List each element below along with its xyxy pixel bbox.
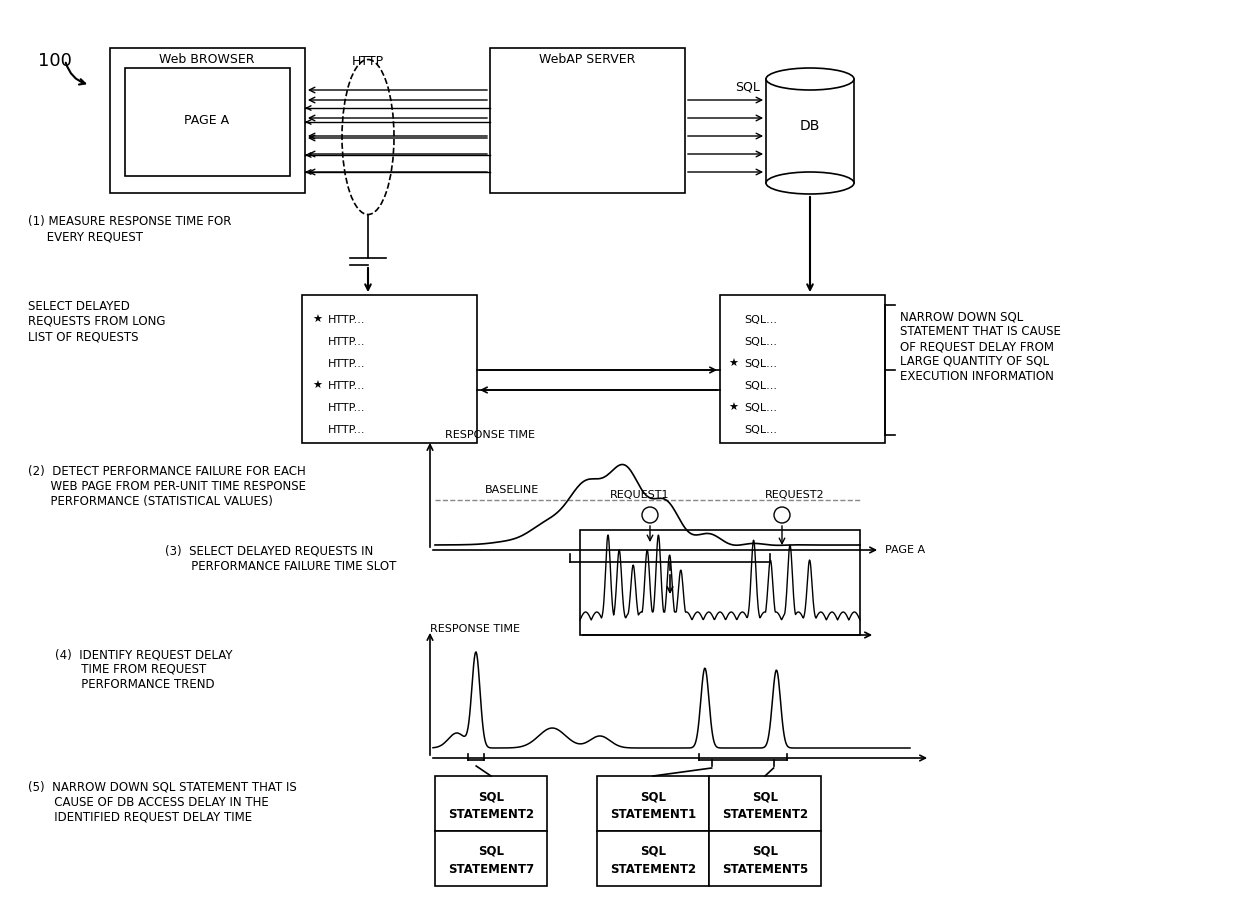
Text: SQL: SQL [477,790,503,803]
Text: PAGE A: PAGE A [185,114,229,126]
Text: SQL...: SQL... [744,337,777,347]
Text: SQL...: SQL... [744,359,777,369]
Text: RESPONSE TIME: RESPONSE TIME [430,624,520,634]
Text: ★: ★ [728,359,738,369]
Text: HTTP: HTTP [352,55,384,68]
Text: 100: 100 [38,52,72,70]
Bar [709,776,821,831]
Text: WebAP SERVER: WebAP SERVER [539,53,635,66]
Text: ★: ★ [312,315,322,325]
Text: SQL...: SQL... [744,425,777,435]
Text: SQL: SQL [640,790,666,803]
Bar [435,831,547,886]
Text: RESPONSE TIME: RESPONSE TIME [445,430,534,440]
Text: STATEMENT1: STATEMENT1 [610,808,696,821]
Bar [110,48,305,193]
Bar [125,68,290,176]
Text: NARROW DOWN SQL
STATEMENT THAT IS CAUSE
OF REQUEST DELAY FROM
LARGE QUANTITY OF : NARROW DOWN SQL STATEMENT THAT IS CAUSE … [900,310,1061,383]
Text: ★: ★ [728,403,738,413]
Bar [720,295,885,443]
Text: (2)  DETECT PERFORMANCE FAILURE FOR EACH
      WEB PAGE FROM PER-UNIT TIME RESPO: (2) DETECT PERFORMANCE FAILURE FOR EACH … [29,465,306,508]
Bar [596,831,709,886]
Text: SQL: SQL [751,845,777,858]
Text: HTTP...: HTTP... [329,425,366,435]
Text: HTTP...: HTTP... [329,403,366,413]
Text: STATEMENT7: STATEMENT7 [448,863,534,876]
Text: STATEMENT2: STATEMENT2 [722,808,808,821]
Text: HTTP...: HTTP... [329,381,366,391]
Ellipse shape [766,68,854,90]
Text: DB: DB [800,118,820,133]
Text: (3)  SELECT DELAYED REQUESTS IN
       PERFORMANCE FAILURE TIME SLOT: (3) SELECT DELAYED REQUESTS IN PERFORMAN… [165,545,397,573]
Text: SQL...: SQL... [744,381,777,391]
Text: BASELINE: BASELINE [485,485,539,495]
Ellipse shape [766,172,854,194]
Text: STATEMENT5: STATEMENT5 [722,863,808,876]
Bar [490,48,684,193]
Text: Web BROWSER: Web BROWSER [159,53,254,66]
Text: (1) MEASURE RESPONSE TIME FOR
     EVERY REQUEST: (1) MEASURE RESPONSE TIME FOR EVERY REQU… [29,215,232,243]
Text: SQL: SQL [751,790,777,803]
Text: ★: ★ [312,381,322,391]
Text: HTTP...: HTTP... [329,315,366,325]
Text: SELECT DELAYED
REQUESTS FROM LONG
LIST OF REQUESTS: SELECT DELAYED REQUESTS FROM LONG LIST O… [29,300,165,343]
Text: PAGE A: PAGE A [885,545,925,555]
Bar [303,295,477,443]
Bar [580,530,861,635]
Text: STATEMENT2: STATEMENT2 [610,863,696,876]
Text: HTTP...: HTTP... [329,337,366,347]
Text: SQL: SQL [640,845,666,858]
Text: SQL...: SQL... [744,403,777,413]
Text: HTTP...: HTTP... [329,359,366,369]
Text: (5)  NARROW DOWN SQL STATEMENT THAT IS
       CAUSE OF DB ACCESS DELAY IN THE
  : (5) NARROW DOWN SQL STATEMENT THAT IS CA… [29,781,296,824]
Text: REQUEST2: REQUEST2 [765,490,825,500]
Bar [709,831,821,886]
Text: SQL: SQL [735,80,760,93]
Text: STATEMENT2: STATEMENT2 [448,808,534,821]
Text: (4)  IDENTIFY REQUEST DELAY
       TIME FROM REQUEST
       PERFORMANCE TREND: (4) IDENTIFY REQUEST DELAY TIME FROM REQ… [55,648,233,691]
Bar [435,776,547,831]
Text: REQUEST1: REQUEST1 [610,490,670,500]
Bar [596,776,709,831]
Text: SQL: SQL [477,845,503,858]
Text: SQL...: SQL... [744,315,777,325]
